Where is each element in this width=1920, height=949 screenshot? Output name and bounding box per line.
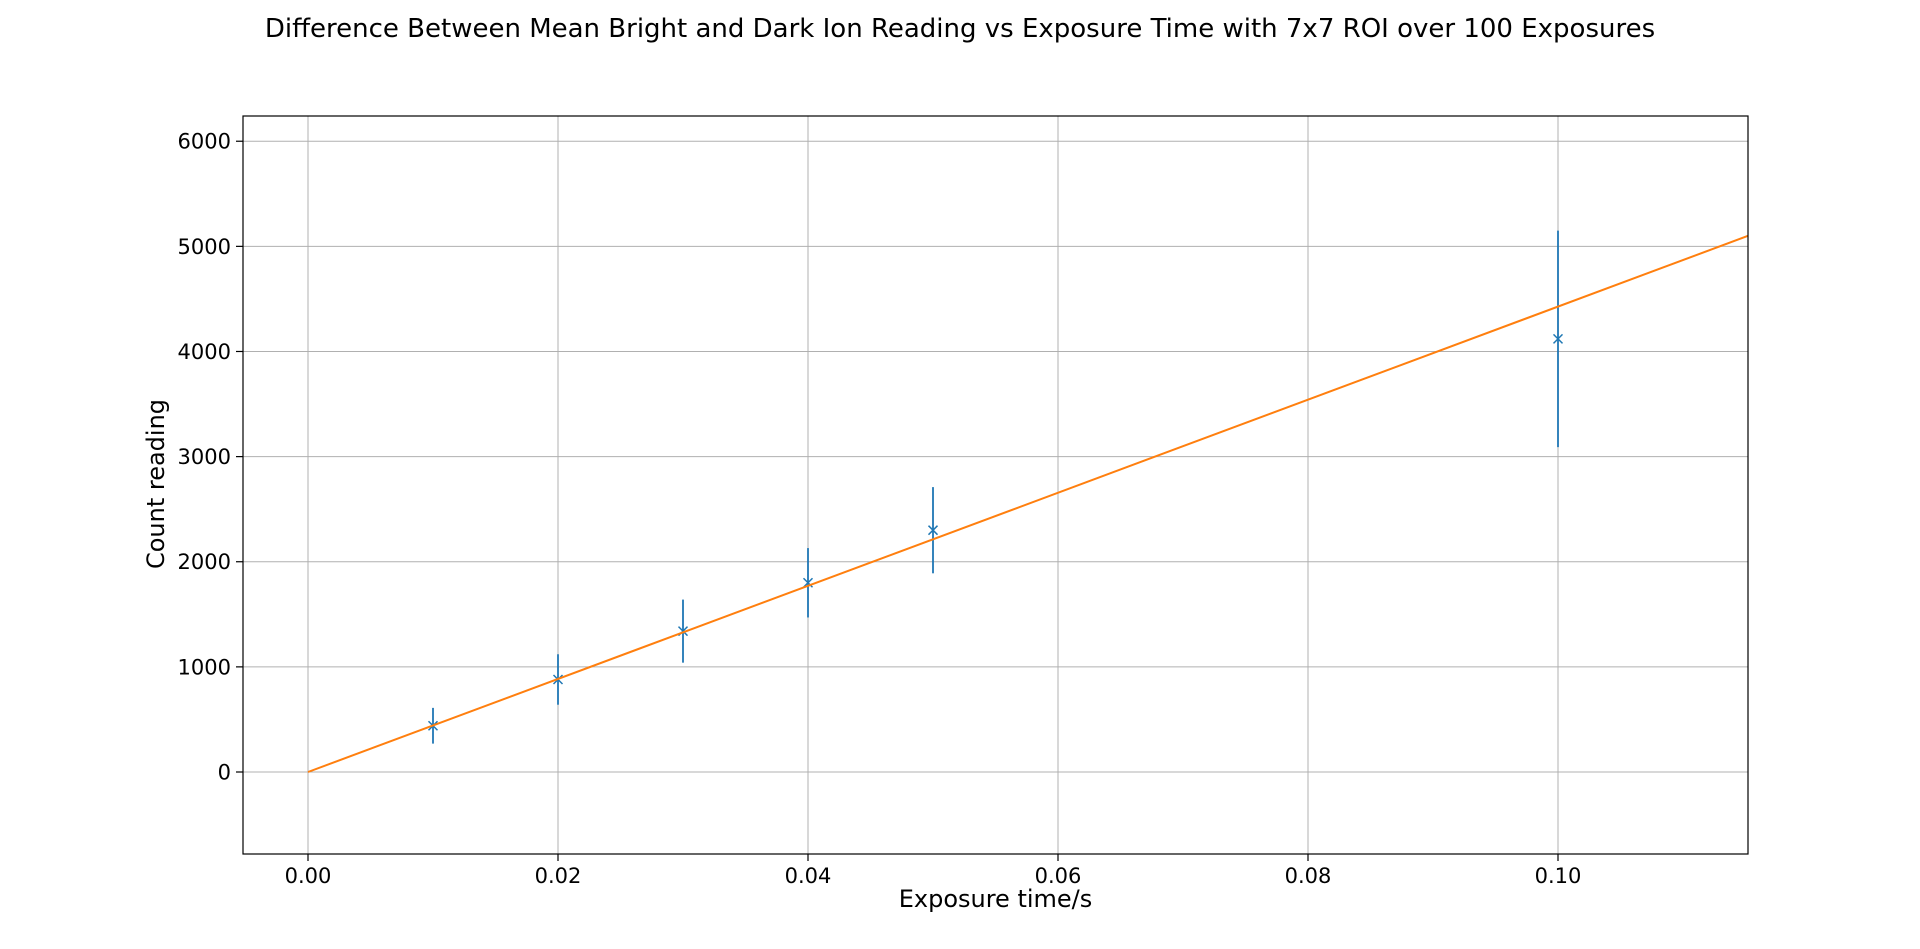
y-tick-label: 3000 xyxy=(178,445,231,469)
data-point-marker xyxy=(927,525,939,536)
data-point-marker xyxy=(1552,333,1564,344)
y-tick-label: 2000 xyxy=(178,550,231,574)
grid-layer xyxy=(243,116,1748,854)
x-tick-label: 0.02 xyxy=(535,864,582,888)
marker-stroke xyxy=(927,525,939,536)
tick-layer: 0.00 0.02 0.04 0.06 0.08 0.10 0 1000 2000 3000 400… xyxy=(178,130,1582,888)
y-tick-label: 6000 xyxy=(178,130,231,154)
marker-stroke xyxy=(802,577,814,588)
plot-frame xyxy=(242,115,1749,855)
x-axis-label: Exposure time/s xyxy=(898,885,1093,913)
fit-line xyxy=(307,234,1748,773)
series-layer xyxy=(307,230,1748,773)
y-tick-label: 5000 xyxy=(178,235,231,259)
y-tick-label: 1000 xyxy=(178,655,231,679)
marker-stroke xyxy=(1552,333,1564,344)
x-tick-label: 0.06 xyxy=(1035,864,1082,888)
y-axis-label: Count reading xyxy=(142,398,170,570)
y-tick-label: 0 xyxy=(218,761,231,785)
chart-title: Difference Between Mean Bright and Dark … xyxy=(264,14,1656,44)
x-tick-label: 0.08 xyxy=(1285,864,1332,888)
y-tick-label: 4000 xyxy=(178,340,231,364)
x-tick-label: 0.04 xyxy=(785,864,832,888)
x-tick-label: 0.00 xyxy=(285,864,332,888)
x-tick-label: 0.10 xyxy=(1535,864,1582,888)
